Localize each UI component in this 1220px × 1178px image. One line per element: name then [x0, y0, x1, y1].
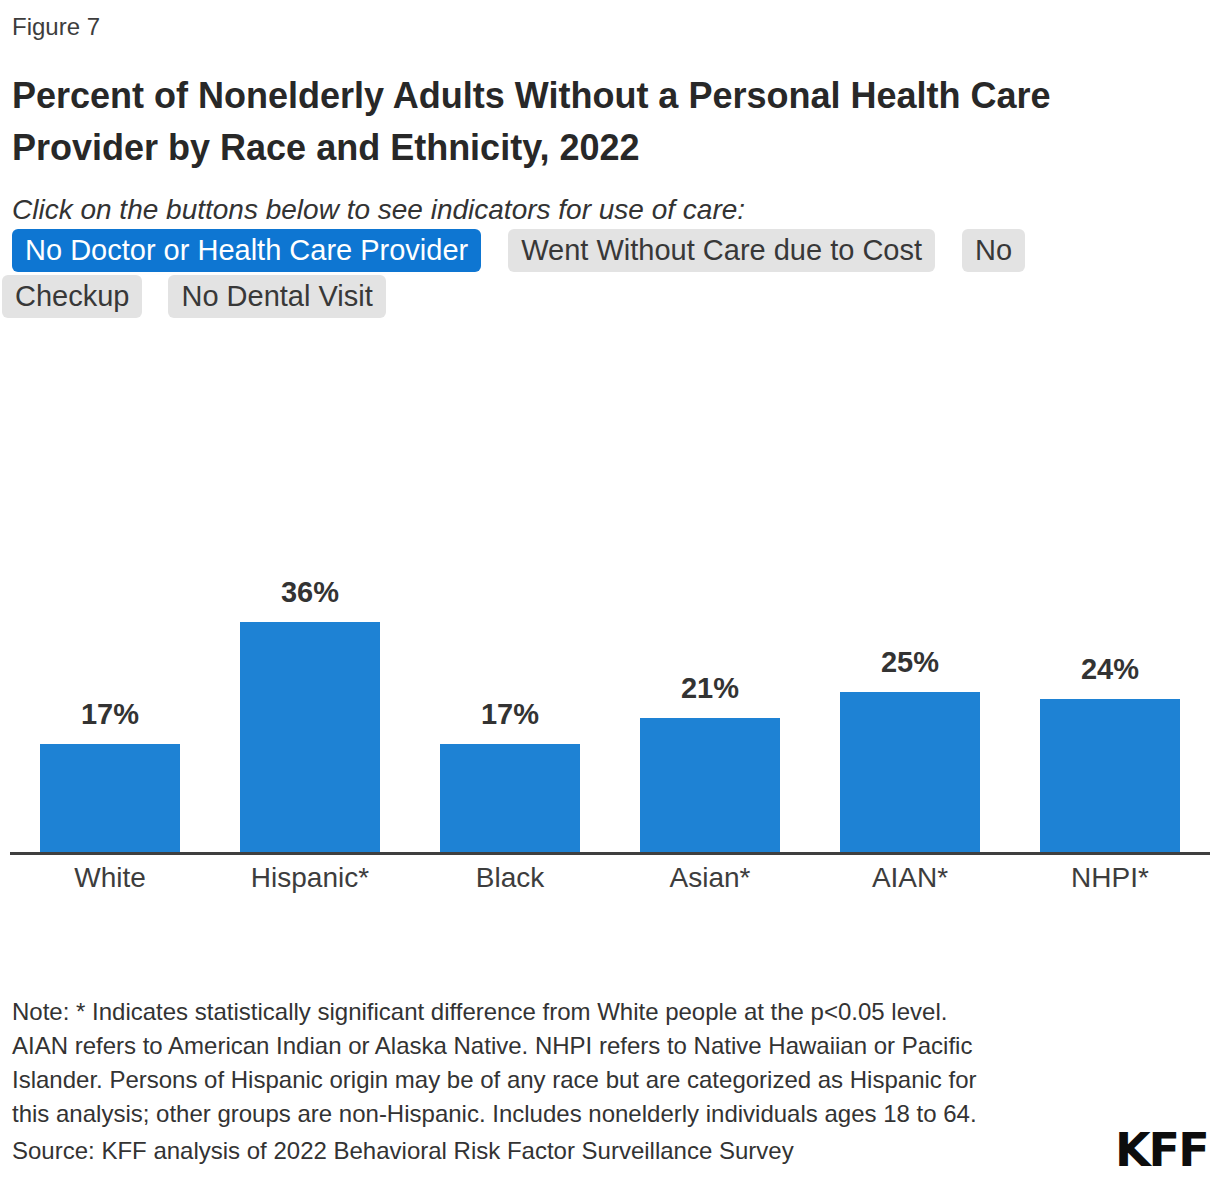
- bar-nhpi[interactable]: [1040, 699, 1180, 853]
- source-text: Source: KFF analysis of 2022 Behavioral …: [12, 1137, 794, 1165]
- bar-value-label-hispanic: 36%: [281, 576, 339, 609]
- x-axis-label-hispanic: Hispanic*: [210, 862, 410, 894]
- bar-value-label-aian: 25%: [881, 646, 939, 679]
- figure-page: Figure 7 Percent of Nonelderly Adults Wi…: [0, 0, 1220, 1178]
- bar-asian[interactable]: [640, 718, 780, 853]
- bar-group-black: 17%: [410, 698, 610, 853]
- bar-group-aian: 25%: [810, 646, 1010, 853]
- bar-value-label-black: 17%: [481, 698, 539, 731]
- x-axis-label-nhpi: NHPI*: [1010, 862, 1210, 894]
- bar-value-label-nhpi: 24%: [1081, 653, 1139, 686]
- bar-aian[interactable]: [840, 692, 980, 853]
- bar-white[interactable]: [40, 744, 180, 853]
- bar-black[interactable]: [440, 744, 580, 853]
- bar-chart: 17% 36% 17% 21% 25% 24%: [0, 0, 1220, 856]
- bar-group-white: 17%: [10, 698, 210, 853]
- x-axis-label-aian: AIAN*: [810, 862, 1010, 894]
- bar-group-nhpi: 24%: [1010, 653, 1210, 853]
- x-axis-label-asian: Asian*: [610, 862, 810, 894]
- x-axis-label-black: Black: [410, 862, 610, 894]
- bar-group-hispanic: 36%: [210, 576, 410, 853]
- bar-value-label-asian: 21%: [681, 672, 739, 705]
- kff-logo[interactable]: KFF: [1115, 1122, 1208, 1177]
- note-text: Note: * Indicates statistically signific…: [12, 995, 977, 1131]
- bar-group-asian: 21%: [610, 672, 810, 853]
- x-axis-labels: WhiteHispanic*BlackAsian*AIAN*NHPI*: [0, 862, 1220, 904]
- bar-hispanic[interactable]: [240, 622, 380, 853]
- x-axis-label-white: White: [10, 862, 210, 894]
- x-axis-line: [10, 852, 1210, 855]
- bar-value-label-white: 17%: [81, 698, 139, 731]
